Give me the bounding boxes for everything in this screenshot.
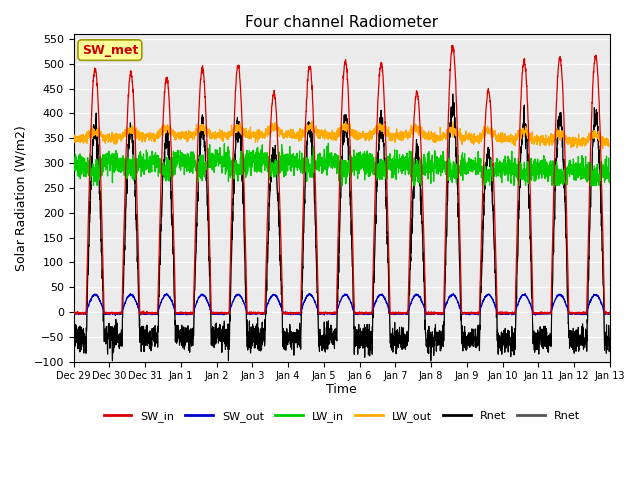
Title: Four channel Radiometer: Four channel Radiometer — [245, 15, 438, 30]
Text: SW_met: SW_met — [82, 44, 138, 57]
X-axis label: Time: Time — [326, 383, 357, 396]
Legend: SW_in, SW_out, LW_in, LW_out, Rnet, Rnet: SW_in, SW_out, LW_in, LW_out, Rnet, Rnet — [99, 407, 584, 426]
Y-axis label: Solar Radiation (W/m2): Solar Radiation (W/m2) — [15, 125, 28, 271]
